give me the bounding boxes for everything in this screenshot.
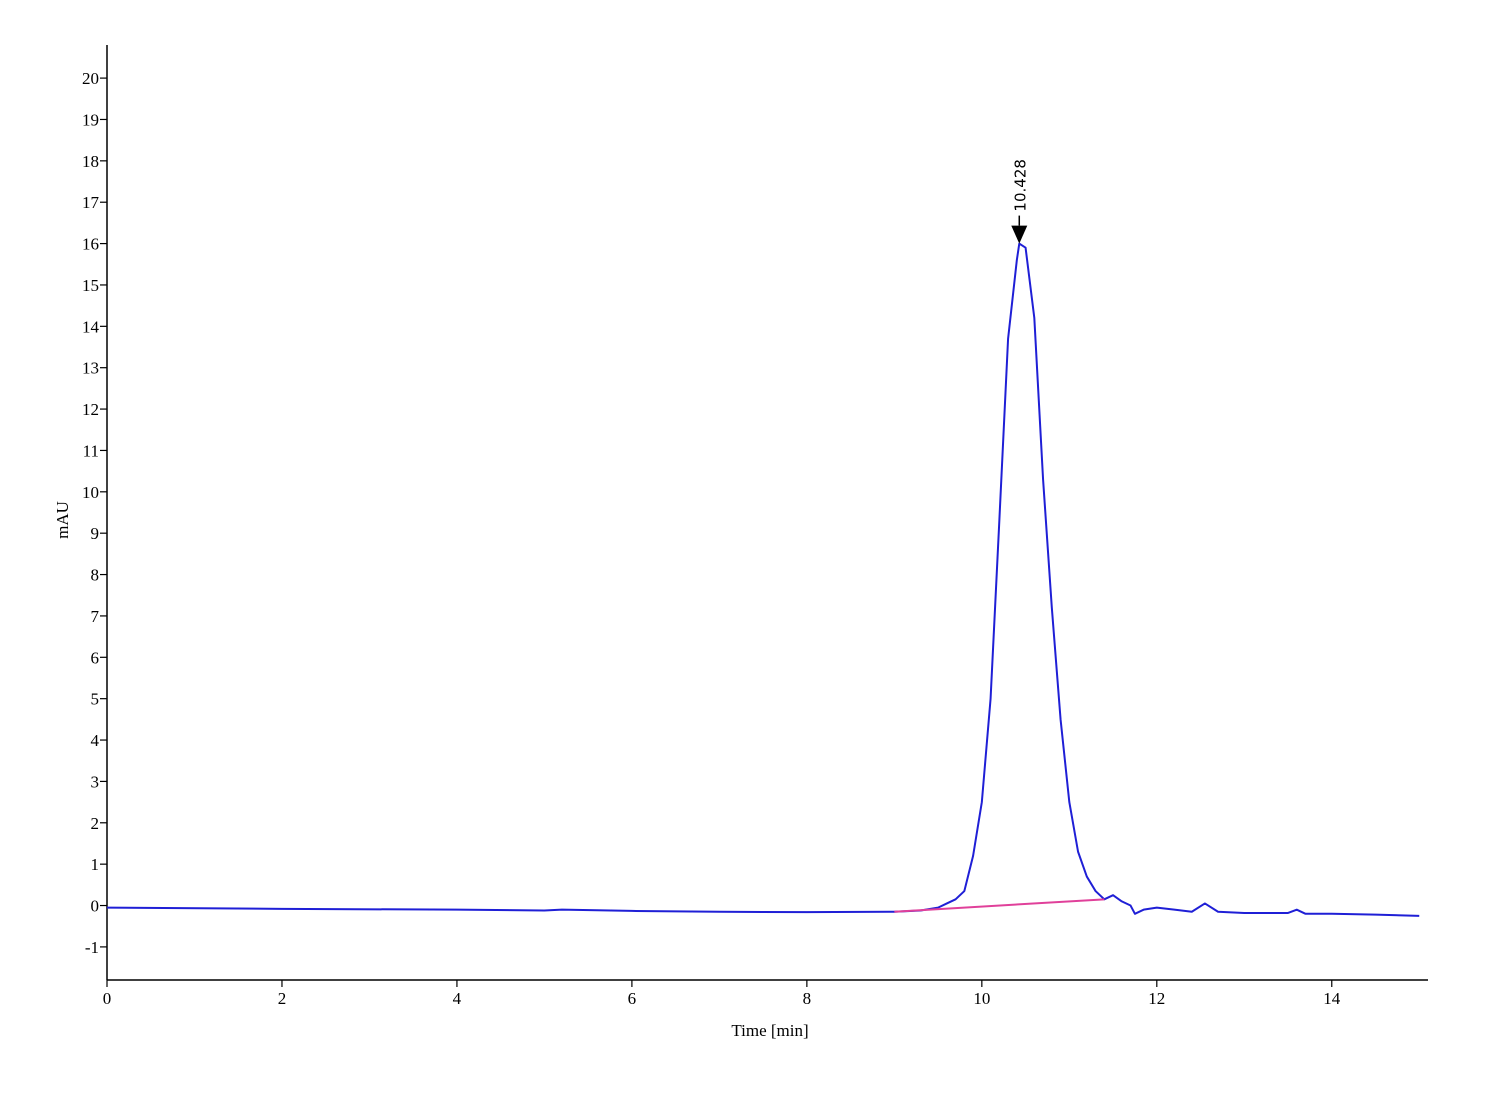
peak-label: 10.428 — [1011, 159, 1029, 212]
y-tick-label: 12 — [82, 400, 99, 419]
series-line — [106, 242, 1420, 917]
y-tick-label: 3 — [91, 772, 100, 791]
y-axis-label: mAU — [53, 501, 72, 539]
y-tick-label: 6 — [91, 648, 100, 667]
y-tick-label: 1 — [91, 855, 100, 874]
y-tick-label: 13 — [82, 359, 99, 378]
y-tick-label: 20 — [82, 69, 99, 88]
y-tick-label: 5 — [91, 690, 100, 709]
x-tick-label: 12 — [1148, 989, 1165, 1008]
y-tick-label: 19 — [82, 110, 99, 129]
x-tick-label: 0 — [103, 989, 112, 1008]
y-tick-label: 9 — [91, 524, 100, 543]
y-tick-label: 2 — [91, 814, 100, 833]
x-tick-label: 2 — [278, 989, 287, 1008]
y-tick-label: 18 — [82, 152, 99, 171]
x-axis-label: Time [min] — [731, 1021, 808, 1040]
y-tick-label: 7 — [91, 607, 100, 626]
y-tick-label: 14 — [82, 317, 100, 336]
y-tick-label: -1 — [85, 938, 99, 957]
peak-marker — [1011, 225, 1028, 244]
x-tick-label: 4 — [453, 989, 462, 1008]
x-tick-label: 8 — [803, 989, 812, 1008]
y-tick-label: 4 — [91, 731, 100, 750]
y-tick-label: 15 — [82, 276, 99, 295]
series-line — [894, 898, 1105, 913]
y-tick-label: 17 — [82, 193, 100, 212]
x-tick-label: 6 — [628, 989, 637, 1008]
x-tick-label: 14 — [1323, 989, 1341, 1008]
y-tick-label: 8 — [91, 566, 100, 585]
y-tick-label: 10 — [82, 483, 99, 502]
y-tick-label: 16 — [82, 235, 99, 254]
y-tick-label: 0 — [91, 897, 100, 916]
x-tick-label: 10 — [973, 989, 990, 1008]
y-tick-label: 11 — [83, 441, 99, 460]
